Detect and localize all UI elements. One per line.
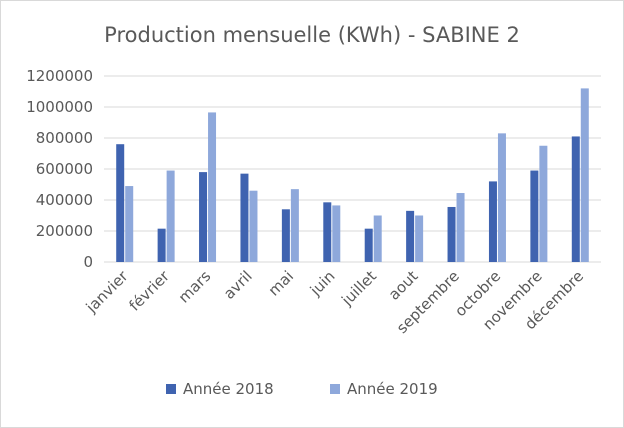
bar-2019-septembre [456,193,465,262]
bar-2018-mars [199,172,208,262]
x-tick-label: juillet [337,267,380,310]
bar-2018-novembre [530,170,539,262]
x-tick-label: juin [306,267,339,300]
y-tick-label: 600000 [36,160,93,178]
y-tick-label: 800000 [36,129,93,147]
bar-2018-juin [323,202,332,262]
bar-2019-juin [332,205,341,262]
bar-2019-avril [249,190,258,262]
x-tick-label: février [125,267,173,315]
bar-2019-aout [415,215,424,262]
bar-2018-avril [240,173,249,262]
y-tick-label: 400000 [36,191,93,209]
bar-2019-mars [208,112,217,262]
bar-2018-décembre [571,136,580,262]
bar-2019-octobre [497,133,506,262]
x-tick-label: mars [175,267,215,307]
bar-2018-janvier [116,144,125,262]
legend-label: Année 2018 [183,380,274,398]
bar-2018-juillet [364,228,373,262]
bar-2018-octobre [488,181,497,262]
legend-label: Année 2019 [347,380,438,398]
bar-2019-décembre [580,88,589,263]
legend-swatch [330,384,340,394]
legend: Année 2018 Année 2019 [166,380,438,398]
bar-2019-février [166,170,175,262]
bars [116,88,589,263]
bar-2018-février [157,228,166,262]
y-tick-label: 200000 [36,222,93,240]
x-tick-label: janvier [82,267,132,317]
x-tick-label: mai [265,267,298,300]
bar-2018-aout [406,210,415,262]
grid-lines [104,75,601,263]
x-tick-label: avril [220,267,256,303]
x-tick-label: aout [385,267,422,304]
bar-2018-mai [281,209,290,262]
y-tick-label: 1200000 [26,67,93,85]
bar-2019-mai [290,189,299,262]
legend-swatch [166,384,176,394]
bar-2019-janvier [125,186,134,262]
bar-2019-juillet [373,215,382,262]
chart-title: Production mensuelle (KWh) - SABINE 2 [104,23,520,47]
y-tick-label: 1000000 [26,98,93,116]
bar-2018-septembre [447,206,456,262]
bar-2019-novembre [539,145,548,262]
y-axis-ticks: 0 200000 400000 600000 800000 1000000 1200000 [26,67,93,271]
y-tick-label: 0 [83,253,93,271]
